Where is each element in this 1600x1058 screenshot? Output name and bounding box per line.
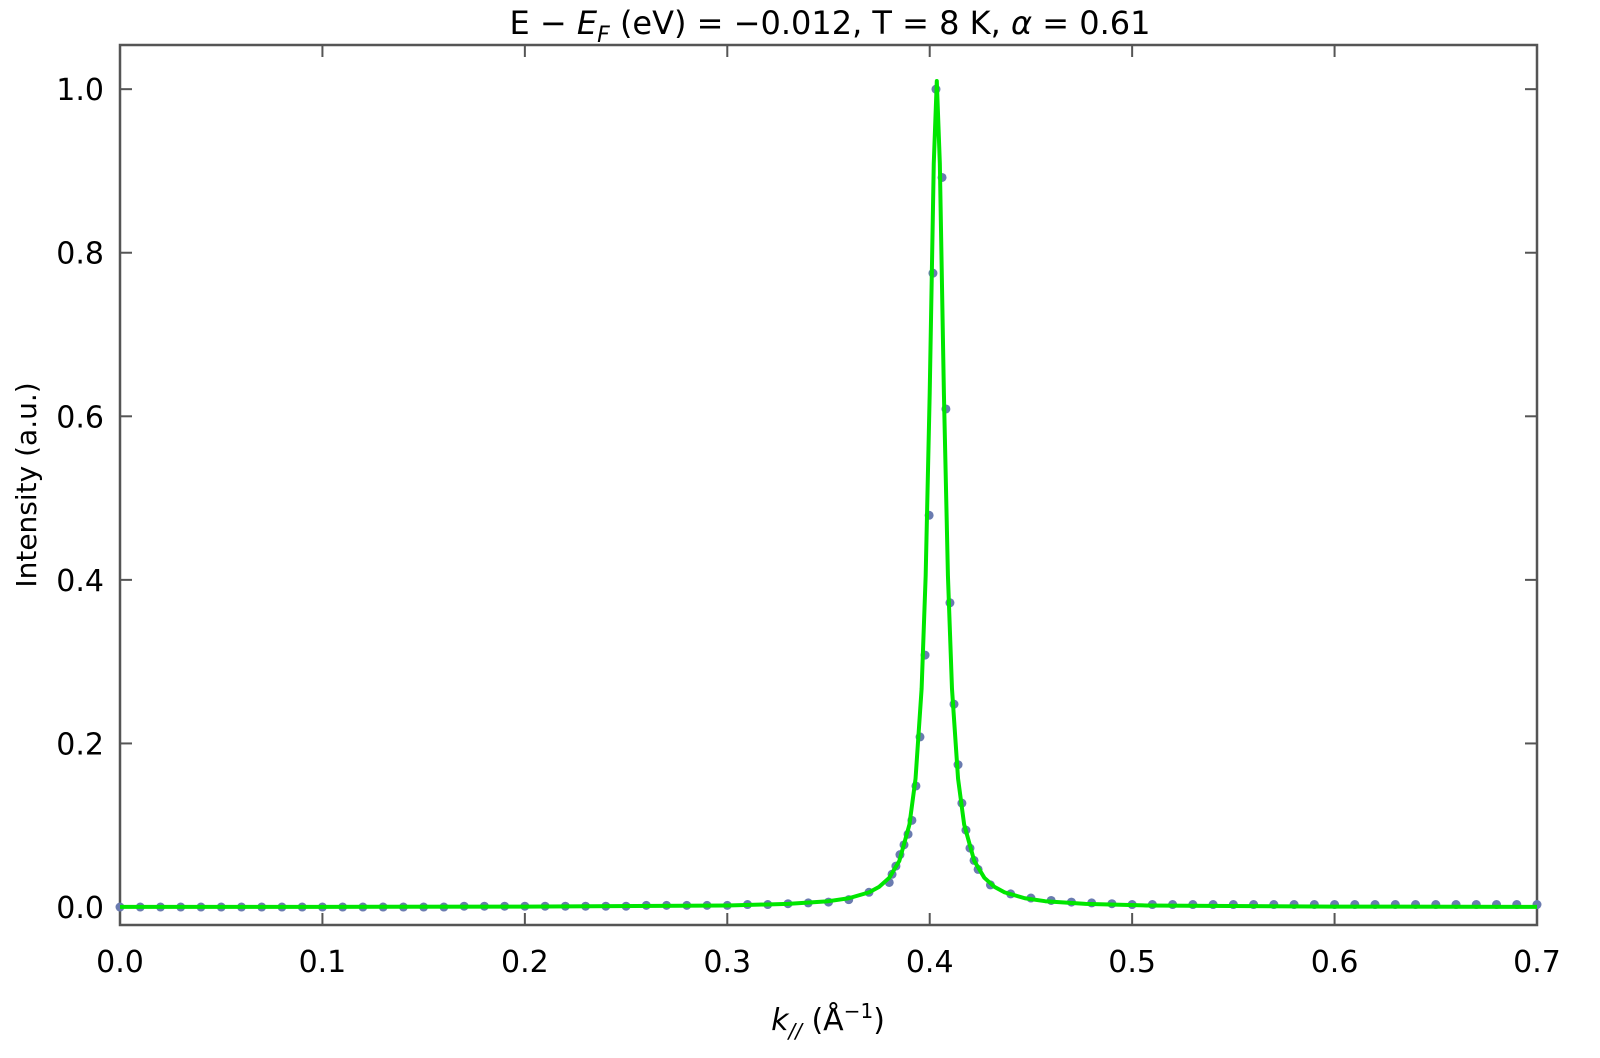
- y-tick-label: 0.6: [56, 400, 104, 435]
- title-part: E: [577, 4, 598, 42]
- x-tick-label: 0.4: [906, 945, 954, 980]
- x-label-part: ): [873, 1003, 885, 1038]
- y-axis-label: Intensity (a.u.): [10, 382, 43, 587]
- title-part: α: [1011, 4, 1032, 42]
- x-label-part: (Å: [802, 1002, 844, 1038]
- y-tick-label: 1.0: [56, 73, 104, 108]
- data-point: [115, 902, 125, 912]
- x-tick-label: 0.0: [96, 945, 144, 980]
- title-part: (eV) = −0.012, T = 8 K,: [610, 4, 1011, 42]
- x-tick-label: 0.5: [1108, 945, 1156, 980]
- fit-line: [119, 78, 1538, 909]
- x-label-part: k: [771, 1003, 790, 1038]
- y-tick-label: 0.2: [56, 727, 104, 762]
- y-tick-label: 0.0: [56, 891, 104, 926]
- title-part: F: [597, 23, 610, 48]
- x-tick-label: 0.7: [1513, 945, 1561, 980]
- title-part: E −: [510, 4, 577, 42]
- x-tick-label: 0.3: [703, 945, 751, 980]
- x-axis-label: k// (Å−1): [771, 999, 885, 1043]
- x-tick-label: 0.2: [501, 945, 549, 980]
- title-part: = 0.61: [1032, 4, 1150, 42]
- y-tick-label: 0.8: [56, 237, 104, 272]
- x-label-part: //: [786, 1019, 804, 1043]
- x-label-part: −1: [844, 999, 873, 1023]
- x-tick-label: 0.6: [1311, 945, 1359, 980]
- y-tick-label: 0.4: [56, 564, 104, 599]
- x-tick-label: 0.1: [299, 945, 347, 980]
- chart-title: E − EF (eV) = −0.012, T = 8 K, α = 0.61: [510, 4, 1151, 48]
- plot-frame: [118, 43, 1539, 927]
